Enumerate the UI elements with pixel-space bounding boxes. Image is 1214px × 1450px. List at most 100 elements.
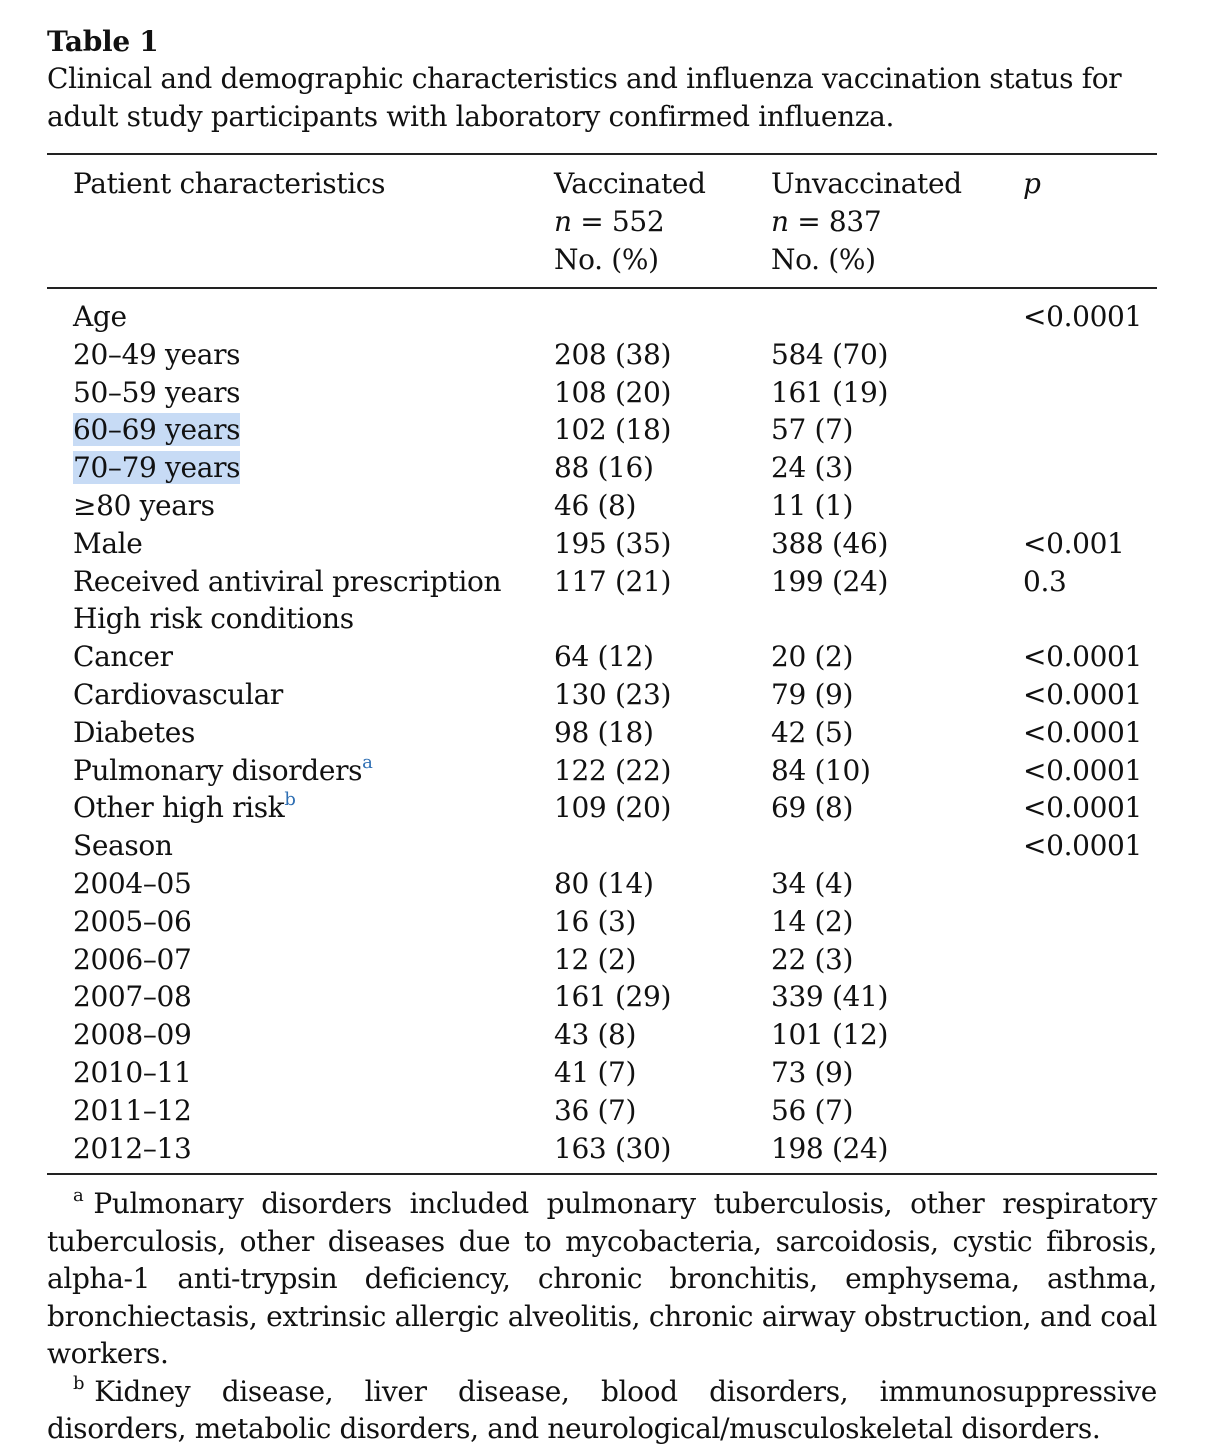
vaccinated-cell: 98 (18) [554, 715, 654, 749]
header-vaccinated: Vaccinated n = 552 No. (%) [554, 165, 706, 279]
p-value-cell: <0.001 [1023, 526, 1125, 560]
row-label: Age [73, 298, 127, 336]
unvaccinated-cell: 339 (41) [771, 980, 889, 1014]
header-vaccinated-unit: No. (%) [554, 243, 659, 276]
table-row: Cardiovascular 130 (23) 79 (9) <0.0001 [47, 676, 1157, 714]
p-value-cell: <0.0001 [1023, 300, 1142, 333]
row-label-text: 2011–12 [73, 1093, 192, 1127]
unvaccinated-cell: 79 (9) [771, 677, 854, 711]
vaccinated-cell: 16 (3) [554, 904, 637, 938]
row-label-text: Season [73, 829, 173, 863]
unvaccinated-cell: 84 (10) [771, 753, 871, 787]
header-p-value: p [1023, 167, 1041, 200]
row-label-text: Other high risk [73, 791, 285, 825]
p-value-cell: 0.3 [1023, 564, 1067, 598]
footnote-a-mark: a [73, 1185, 84, 1207]
table-row: Other high riskb 109 (20) 69 (8) <0.0001 [47, 789, 1157, 827]
row-label-text: Diabetes [73, 715, 195, 749]
row-label-text: 2004–05 [73, 866, 192, 900]
table-row: Male 195 (35) 388 (46) <0.001 [47, 525, 1157, 563]
row-label-text: Age [73, 300, 127, 333]
table-row: Pulmonary disordersa 122 (22) 84 (10) <0.00… [47, 752, 1157, 790]
row-label: 2011–12 [73, 1092, 192, 1130]
footnote-b-text: Kidney disease, liver disease, blood dis… [47, 1374, 1157, 1446]
footnote-link[interactable]: a [362, 751, 373, 773]
unvaccinated-cell: 69 (8) [771, 791, 854, 825]
table-footnotes: a Pulmonary disorders included pulmonary … [47, 1185, 1157, 1448]
footnote-b: b Kidney disease, liver disease, blood di… [47, 1373, 1157, 1448]
row-label: Pulmonary disordersa [73, 752, 373, 790]
table-row: Diabetes 98 (18) 42 (5) <0.0001 [47, 714, 1157, 752]
p-value-cell: <0.0001 [1023, 715, 1142, 749]
vaccinated-cell: 163 (30) [554, 1131, 672, 1165]
row-label: 2007–08 [73, 978, 192, 1016]
table-row: Season <0.0001 [47, 827, 1157, 865]
vaccinated-cell: 46 (8) [554, 488, 637, 522]
table-row: 2007–08 161 (29) 339 (41) [47, 978, 1157, 1016]
header-unvaccinated-n: n = 837 [771, 205, 882, 238]
row-label: Season [73, 827, 173, 865]
p-value-cell: <0.0001 [1023, 829, 1142, 863]
vaccinated-cell: 161 (29) [554, 980, 672, 1014]
header-patient-characteristics: Patient characteristics [73, 167, 386, 200]
table-row: Age <0.0001 [47, 298, 1157, 336]
row-label-text: 2006–07 [73, 942, 192, 976]
footnote-b-mark: b [73, 1372, 85, 1394]
row-label-text: 60–69 years [73, 413, 241, 447]
unvaccinated-cell: 14 (2) [771, 904, 854, 938]
row-label: 70–79 years [73, 449, 241, 487]
vaccinated-cell: 208 (38) [554, 337, 672, 371]
p-value-cell: <0.0001 [1023, 677, 1142, 711]
table-row: 60–69 years 102 (18) 57 (7) [47, 411, 1157, 449]
row-label-text: Cancer [73, 640, 173, 674]
unvaccinated-cell: 161 (19) [771, 375, 889, 409]
row-label: Diabetes [73, 714, 195, 752]
table-figure: Table 1 Clinical and demographic charact… [47, 22, 1157, 1448]
vaccinated-cell: 195 (35) [554, 526, 672, 560]
table-row: 2004–05 80 (14) 34 (4) [47, 865, 1157, 903]
unvaccinated-cell: 73 (9) [771, 1055, 854, 1089]
p-value-cell: <0.0001 [1023, 791, 1142, 825]
header-unvaccinated: Unvaccinated n = 837 No. (%) [771, 165, 962, 279]
bottom-rule [47, 1173, 1157, 1176]
row-label: 2006–07 [73, 941, 192, 979]
unvaccinated-cell: 101 (12) [771, 1018, 889, 1052]
table-row: 2012–13 163 (30) 198 (24) [47, 1130, 1157, 1168]
table-caption: Clinical and demographic characteristics… [47, 62, 1122, 133]
row-label-text: 20–49 years [73, 337, 241, 371]
row-label-text: 2012–13 [73, 1131, 192, 1165]
row-label-text: Received antiviral prescription [73, 564, 502, 598]
row-label: 2004–05 [73, 865, 192, 903]
row-label-text: 2007–08 [73, 980, 192, 1014]
row-label: 20–49 years [73, 336, 241, 374]
row-label: 2005–06 [73, 903, 192, 941]
table-row: 20–49 years 208 (38) 584 (70) [47, 336, 1157, 374]
unvaccinated-cell: 20 (2) [771, 640, 854, 674]
row-label: Male [73, 525, 143, 563]
footnote-a-text: Pulmonary disorders included pulmonary t… [47, 1187, 1157, 1371]
table-row: 50–59 years 108 (20) 161 (19) [47, 374, 1157, 412]
unvaccinated-cell: 388 (46) [771, 526, 889, 560]
top-rule [47, 153, 1157, 155]
table-row: 2011–12 36 (7) 56 (7) [47, 1092, 1157, 1130]
row-label-text: 2008–09 [73, 1018, 192, 1052]
row-label: 2008–09 [73, 1016, 192, 1054]
unvaccinated-cell: 56 (7) [771, 1093, 854, 1127]
row-label: Received antiviral prescription [73, 563, 502, 601]
row-label-text: 70–79 years [73, 451, 241, 485]
vaccinated-cell: 122 (22) [554, 753, 672, 787]
row-label: ≥80 years [73, 487, 215, 525]
row-label-text: 2010–11 [73, 1055, 192, 1089]
footnote-link[interactable]: b [284, 789, 296, 811]
row-label: Cardiovascular [73, 676, 283, 714]
row-label: 60–69 years [73, 411, 241, 449]
p-value-cell: <0.0001 [1023, 640, 1142, 674]
unvaccinated-cell: 22 (3) [771, 942, 854, 976]
header-unvaccinated-title: Unvaccinated [771, 167, 962, 200]
vaccinated-cell: 130 (23) [554, 677, 672, 711]
vaccinated-cell: 41 (7) [554, 1055, 637, 1089]
unvaccinated-cell: 199 (24) [771, 564, 889, 598]
table-row: 2005–06 16 (3) 14 (2) [47, 903, 1157, 941]
row-label-text: Male [73, 526, 143, 560]
table-body: Age <0.0001 20–49 years 208 (38) 584 (70) 50–… [47, 289, 1157, 1173]
